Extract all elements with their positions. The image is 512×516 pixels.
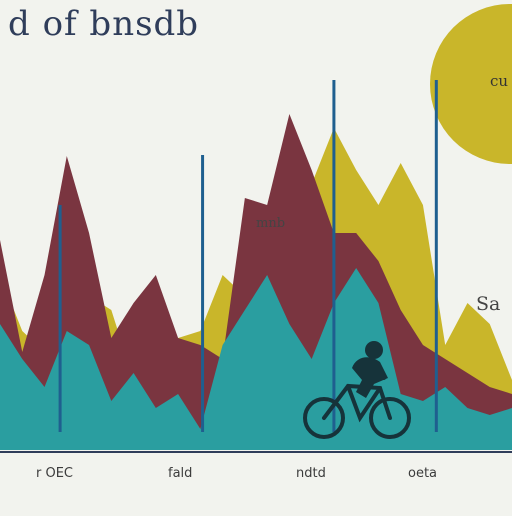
annotation-sa: Sa bbox=[476, 293, 501, 315]
x-tick-label-1: r OEC bbox=[36, 466, 74, 481]
x-tick-label-3: ndtd bbox=[296, 466, 326, 481]
chart-markers bbox=[58, 80, 438, 432]
circle-label: cu bbox=[490, 72, 509, 90]
x-tick-label-2: fald bbox=[168, 466, 193, 481]
annotation-mnb: mnb bbox=[256, 216, 286, 231]
chart-decor bbox=[430, 4, 512, 164]
decorative-circle bbox=[430, 4, 512, 164]
x-tick-label-4: oeta bbox=[408, 466, 438, 481]
chart-title: d of bnsdb bbox=[8, 4, 200, 44]
cyclist-icon bbox=[303, 341, 411, 439]
